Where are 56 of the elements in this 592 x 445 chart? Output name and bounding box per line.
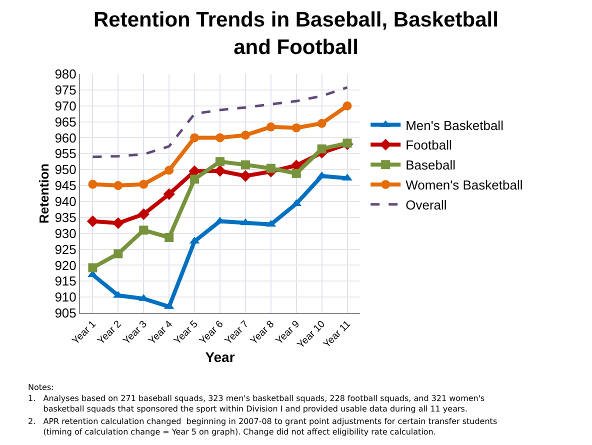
y-tick-label: 920 <box>54 258 76 273</box>
y-tick-label: 960 <box>54 130 76 146</box>
text: 2. APR retention calculation changed beginning in 2007-08 to grant point adjustments for certain transfer students (timing of calculation change = Year 5 on graph). Change did not affect eligibility rate calculation. <box>28 417 498 436</box>
text: Notes: <box>28 383 54 392</box>
point <box>86 215 99 228</box>
legend-label: Baseball <box>406 158 456 173</box>
point <box>88 263 98 272</box>
point <box>190 174 200 184</box>
y-tick-label: 965 <box>54 114 76 130</box>
chart-title: Retention Trends in Baseball, Basketball and Football <box>94 8 498 59</box>
point <box>240 160 250 170</box>
point <box>216 133 224 142</box>
point <box>342 101 352 110</box>
y-tick-label: 915 <box>54 274 76 289</box>
y-tick-label: 905 <box>54 306 76 321</box>
y-tick-label: 940 <box>54 194 76 210</box>
legend-label: Men's Basketball <box>406 118 504 133</box>
point <box>292 168 301 178</box>
point <box>266 122 276 132</box>
x-axis-title: Year <box>205 349 236 366</box>
y-tick-label: 910 <box>54 290 76 305</box>
point <box>240 130 250 140</box>
y-axis-title: Retention <box>36 163 52 224</box>
point <box>292 123 301 132</box>
line-series <box>91 86 349 158</box>
point <box>164 166 174 175</box>
point <box>139 180 148 189</box>
y-tick-label: 930 <box>54 226 76 241</box>
legend-label: Women's Basketball <box>406 178 523 193</box>
point <box>163 188 175 200</box>
y-tick-label: 935 <box>54 210 76 225</box>
point <box>138 208 150 220</box>
x-tick-label: Year 7 <box>223 318 252 347</box>
point <box>114 249 123 258</box>
point <box>114 181 123 190</box>
point <box>112 217 124 229</box>
y-tick-label: 970 <box>54 98 76 114</box>
y-tick-label: 950 <box>54 162 76 178</box>
x-tick-label: Year 8 <box>248 318 277 347</box>
point <box>317 144 326 154</box>
point <box>88 180 98 189</box>
point <box>190 133 200 142</box>
point <box>164 232 174 242</box>
legend-label: Football <box>406 138 452 153</box>
y-tick-label: 975 <box>54 82 76 98</box>
y-tick-label: 945 <box>54 178 76 194</box>
point <box>240 170 252 182</box>
y-tick-label: 955 <box>54 146 76 162</box>
y-tick-label: 980 <box>54 66 76 82</box>
text: 1. Analyses based on 271 baseball squads, 323 men's basketball squads, 228 football squads, and 321 women's basketball squads that sponsored the sport within Division I and provided usable data during all 11 years. <box>28 394 485 414</box>
point <box>139 226 148 235</box>
legend-label: Overall <box>406 197 447 212</box>
point <box>317 118 326 128</box>
y-tick-label: 925 <box>54 242 76 257</box>
point <box>216 157 224 166</box>
point <box>266 164 276 173</box>
